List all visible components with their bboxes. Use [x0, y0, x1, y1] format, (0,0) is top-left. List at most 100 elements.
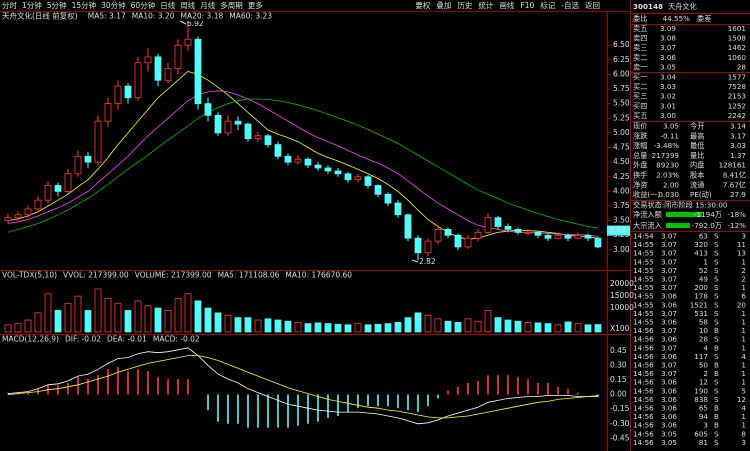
- toolbar-tab[interactable]: 1分钟: [22, 0, 42, 10]
- trade-time: 14:55: [633, 309, 654, 318]
- flow-label: 大宗流入: [633, 221, 662, 230]
- y-tick-label: 4.50: [613, 157, 630, 166]
- volume-bar: [114, 302, 122, 333]
- candle-body: [514, 228, 522, 233]
- y-tick-label: -0.45: [610, 433, 630, 442]
- trade-volume: 1: [703, 257, 708, 266]
- toolbar-button[interactable]: 画线: [499, 0, 514, 10]
- trade-count: 13: [737, 249, 746, 258]
- toolbar-tab[interactable]: 分时: [2, 0, 17, 10]
- toolbar-button[interactable]: 统计: [478, 0, 493, 10]
- flow-bar: [666, 212, 702, 217]
- candle-body: [264, 135, 272, 145]
- toolbar-tab[interactable]: 15分钟: [72, 0, 97, 10]
- legend-entry: MA10: 3.20: [132, 12, 175, 21]
- stat-value: -0.11: [660, 131, 679, 140]
- stat-label: 内盘: [690, 161, 704, 170]
- trade-time: 14:55: [633, 266, 654, 275]
- trade-time: 14:56: [633, 361, 654, 370]
- toolbar-tab[interactable]: 5分钟: [47, 0, 67, 10]
- volume-bar: [144, 305, 152, 333]
- y-tick-label: 5.00: [613, 128, 630, 137]
- candle-body: [504, 226, 512, 230]
- trade-time: 14:55: [633, 300, 654, 309]
- stat-value: 128161: [719, 161, 746, 170]
- legend-entry: MA10: 176670.60: [285, 271, 352, 280]
- volume-bar: [444, 320, 452, 333]
- y-tick-label: 4.25: [613, 172, 630, 181]
- book-price: 3.04: [660, 73, 676, 82]
- trade-side: B: [714, 343, 719, 352]
- volume-bar: [464, 318, 472, 333]
- toolbar-tab[interactable]: 日线: [160, 0, 175, 10]
- candle-body: [304, 158, 312, 166]
- book-label: 卖五: [633, 24, 647, 33]
- candle-body: [154, 56, 162, 81]
- trade-volume: 81: [699, 438, 708, 447]
- volume-bar: [274, 319, 282, 333]
- trade-side: S: [714, 395, 719, 404]
- stat-label: 现价: [633, 122, 647, 131]
- toolbar-button[interactable]: F10: [520, 1, 534, 10]
- trade-volume: 200: [694, 283, 708, 292]
- trade-side: S: [714, 429, 719, 438]
- stat-value: 1.37: [730, 151, 746, 160]
- trade-count: 1: [741, 421, 746, 430]
- candle-body: [414, 237, 422, 254]
- flow-label: 净流入额: [633, 210, 662, 219]
- candle-body: [24, 208, 32, 216]
- toolbar-button[interactable]: 历史: [457, 0, 472, 10]
- toolbar-tab[interactable]: 周线: [180, 0, 195, 10]
- volume-bar: [574, 323, 582, 333]
- toolbar-button[interactable]: 返回: [585, 1, 600, 10]
- toolbar-button[interactable]: 要权: [415, 0, 430, 10]
- legend-entry: MACD(12,26,9): [2, 335, 59, 344]
- toolbar-tab[interactable]: 多周期: [220, 0, 243, 10]
- book-volume: 1508: [728, 34, 747, 43]
- trade-time: 14:56: [633, 386, 654, 395]
- volume-bar: [554, 324, 562, 333]
- trade-side: B: [714, 421, 719, 430]
- volume-bar: [24, 319, 32, 333]
- trade-side: S: [714, 232, 719, 241]
- trade-volume: 65: [699, 404, 708, 413]
- toolbar-button[interactable]: 标记: [540, 0, 555, 10]
- trade-volume: 531: [694, 309, 708, 318]
- y-tick-label: 5.50: [613, 99, 630, 108]
- book-label: 买五: [633, 111, 647, 120]
- candle-body: [534, 231, 542, 236]
- candle-body: [404, 214, 412, 239]
- toolbar-tab[interactable]: 月线: [200, 0, 215, 10]
- trade-count: 1: [741, 326, 746, 335]
- toolbar-button[interactable]: -自选: [561, 0, 579, 10]
- volume-bar: [224, 314, 232, 333]
- volume-bar: [74, 295, 82, 333]
- trade-time: 14:56: [633, 404, 654, 413]
- book-price: 3.02: [660, 92, 676, 101]
- book-label: 卖二: [633, 53, 647, 62]
- ma-line: [7, 71, 599, 240]
- candle-body: [474, 231, 482, 239]
- toolbar-tab[interactable]: 60分钟: [131, 0, 156, 10]
- trade-count: 6: [741, 292, 746, 301]
- y-tick-label: 20000: [610, 279, 634, 288]
- book-label: 卖一: [633, 62, 647, 71]
- toolbar-button[interactable]: 叠加: [436, 0, 451, 10]
- stat-value: 0.030: [658, 190, 679, 199]
- book-price: 3.09: [660, 24, 676, 33]
- volume-bar: [494, 317, 502, 333]
- y-tick-label: 0.30: [610, 360, 627, 369]
- trade-count: 1: [741, 257, 746, 266]
- candle-body: [484, 217, 492, 233]
- book-price: 3.06: [660, 53, 676, 62]
- volume-bar: [164, 310, 172, 333]
- trade-side: S: [714, 283, 719, 292]
- volume-bar: [4, 324, 12, 333]
- toolbar-tab[interactable]: 更多: [248, 0, 263, 10]
- stat-value: 2.03%: [656, 171, 679, 180]
- candle-body: [114, 85, 122, 105]
- trade-side: S: [714, 249, 719, 258]
- volume-bar: [334, 323, 342, 333]
- toolbar-tab[interactable]: 30分钟: [101, 0, 126, 10]
